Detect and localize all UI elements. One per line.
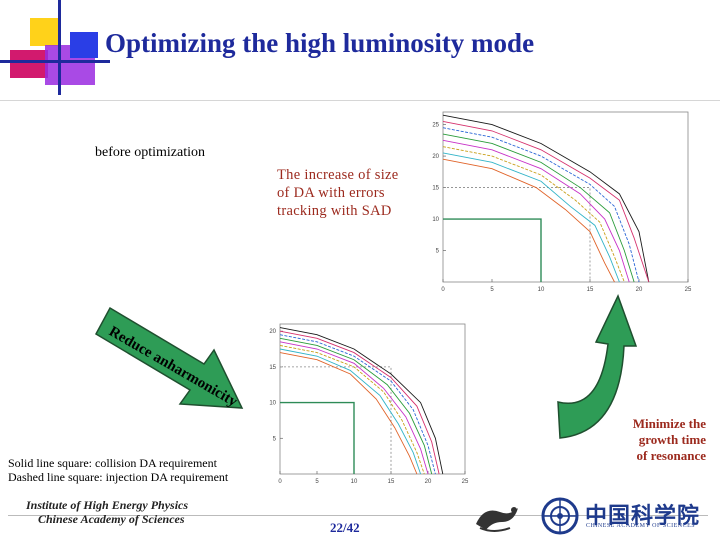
x-tick-label: 5 — [490, 287, 494, 293]
logo-vline — [58, 0, 61, 95]
da-series-line — [442, 139, 630, 283]
da-chart-after: 0 5 10 15 20 25 20 15 10 5 — [269, 323, 469, 485]
minimize-line-2: growth time — [638, 432, 706, 447]
da-series-line — [279, 348, 422, 475]
y-tick-label: 5 — [273, 436, 277, 442]
increase-line-3: tracking with SAD — [277, 203, 392, 219]
cas-chinese-name: 中国科学院 — [585, 503, 701, 528]
legend-solid: Solid line square: collision DA requirem… — [8, 456, 217, 470]
legend-dashed: Dashed line square: injection DA require… — [8, 470, 229, 484]
logo-square-red — [10, 50, 48, 78]
y-tick-label: 15 — [432, 186, 439, 192]
x-tick-label: 5 — [315, 479, 319, 485]
institute-line-2: Chinese Academy of Sciences — [38, 512, 185, 526]
x-tick-label: 15 — [388, 479, 395, 485]
plot-frame — [279, 323, 466, 475]
da-series-line — [279, 344, 425, 475]
page-title: Optimizing the high luminosity mode — [105, 28, 535, 58]
cas-emblem-icon — [541, 497, 579, 535]
minimize-line-3: of resonance — [636, 448, 706, 463]
da-series-line — [442, 121, 650, 283]
logo-hline — [0, 60, 110, 63]
da-chart-before: 0 5 10 15 20 25 25 20 15 10 5 — [432, 111, 692, 293]
curved-arrow — [557, 294, 638, 439]
logo-square-yellow — [30, 18, 58, 46]
da-series-line — [279, 330, 440, 475]
da-series-line — [442, 127, 640, 283]
curved-arrow-shape — [557, 294, 638, 439]
footer-divider — [8, 515, 708, 516]
plot-frame — [442, 111, 689, 283]
x-tick-label: 0 — [278, 479, 282, 485]
injection-requirement-box — [280, 366, 392, 474]
y-tick-label: 15 — [269, 365, 276, 371]
da-series-line — [279, 334, 436, 475]
x-tick-label: 10 — [351, 479, 358, 485]
y-tick-label: 20 — [432, 154, 439, 160]
legend-note: Solid line square: collision DA requirem… — [8, 456, 228, 484]
reduce-arrow-shape — [94, 306, 244, 409]
x-tick-label: 10 — [538, 287, 545, 293]
x-tick-label: 0 — [441, 287, 445, 293]
da-series-line — [442, 152, 620, 283]
minimize-line-1: Minimize the — [632, 416, 706, 431]
y-tick-label: 10 — [432, 217, 439, 223]
x-tick-label: 25 — [685, 287, 692, 293]
injection-requirement-box — [443, 187, 591, 282]
da-series-line — [442, 133, 635, 283]
cas-english-name: CHINESE ACADEMY OF SCIENCES — [586, 523, 696, 529]
y-tick-label: 5 — [436, 249, 440, 255]
increase-da-note: The increase of size of DA with errors t… — [277, 166, 399, 220]
dragon-logo-icon — [476, 507, 518, 532]
x-tick-label: 20 — [425, 479, 432, 485]
institute-line-1: Institute of High Energy Physics — [26, 498, 189, 512]
x-tick-label: 15 — [587, 287, 594, 293]
logo-squares-icon — [0, 0, 110, 100]
da-series-line — [279, 327, 444, 475]
da-series-line — [442, 146, 625, 283]
da-series-line — [279, 337, 433, 475]
minimize-note: Minimize the growth time of resonance — [596, 416, 706, 464]
before-optimization-label: before optimization — [95, 145, 206, 160]
y-tick-label: 25 — [432, 123, 439, 129]
da-series-line — [442, 158, 615, 283]
da-series-line — [442, 114, 650, 283]
x-tick-label: 25 — [462, 479, 469, 485]
collision-requirement-box — [443, 218, 542, 282]
y-tick-label: 10 — [269, 401, 276, 407]
reduce-arrow: Reduce anharmonicity — [94, 306, 244, 410]
increase-line-1: The increase of size — [277, 167, 399, 183]
da-series-line — [279, 352, 418, 475]
logo-square-blue — [70, 32, 98, 58]
page-number: 22/42 — [330, 520, 360, 535]
title-divider — [0, 100, 720, 101]
y-tick-label: 20 — [269, 329, 276, 335]
collision-requirement-box — [280, 401, 355, 474]
x-tick-label: 20 — [636, 287, 643, 293]
da-series-line — [279, 341, 429, 475]
increase-line-2: of DA with errors — [277, 185, 385, 201]
